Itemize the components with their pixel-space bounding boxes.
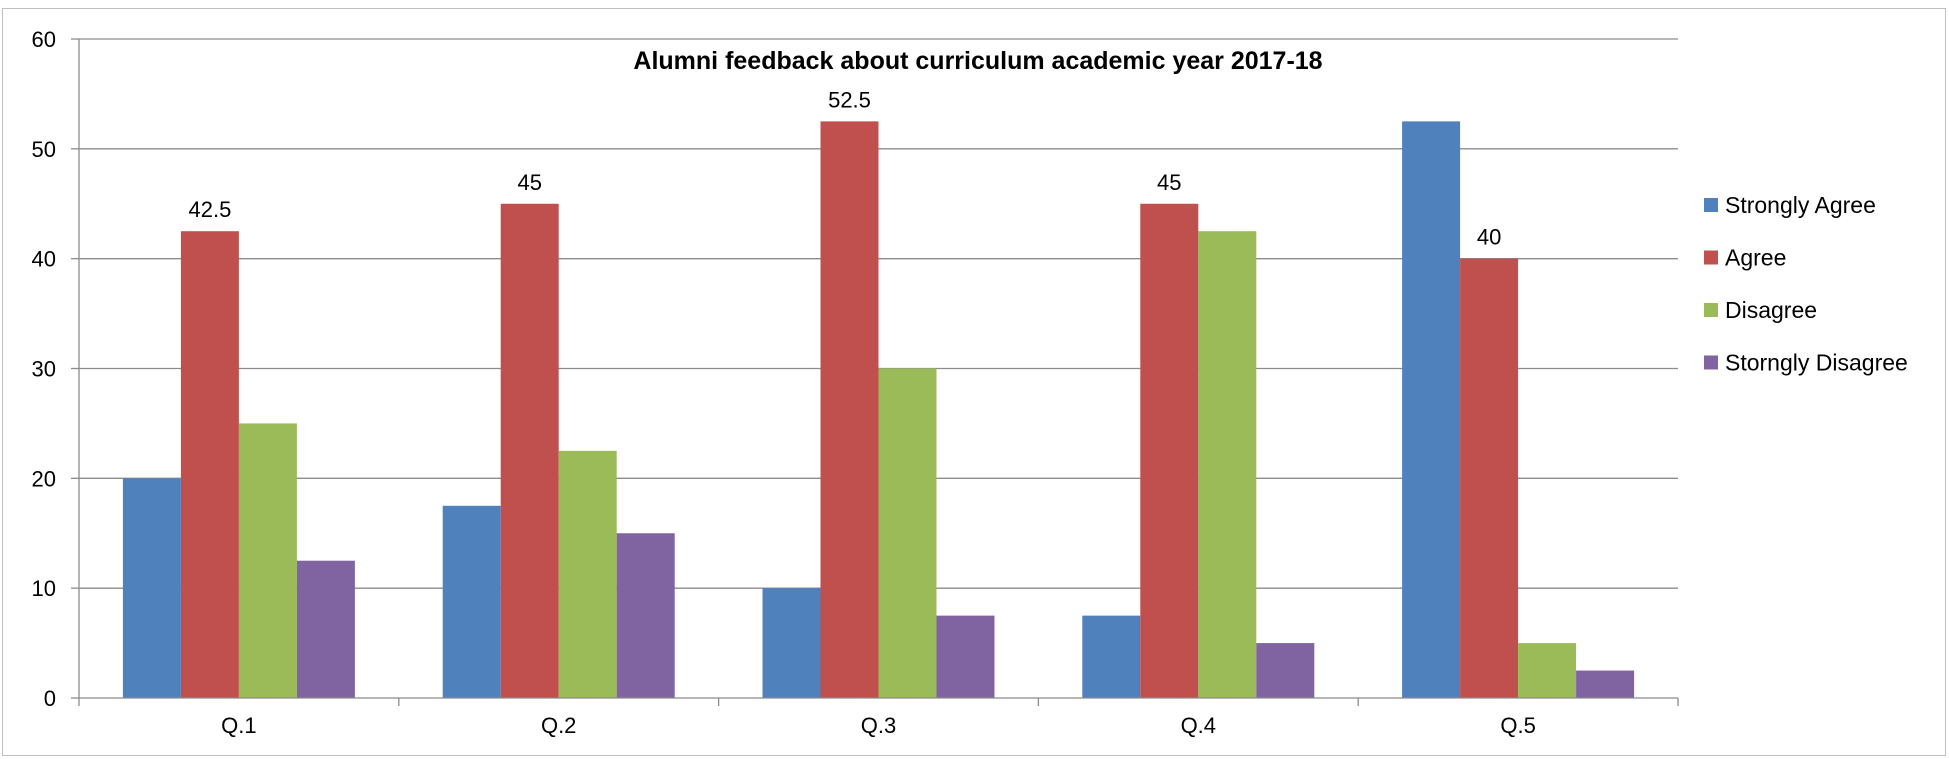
bar-agree-q1	[180, 231, 239, 699]
y-tick-label: 0	[44, 686, 56, 711]
y-tick-label: 30	[32, 357, 56, 382]
data-labels: 42.5 45 52.5 45 40	[188, 87, 1501, 249]
legend-label: Storngly Disagree	[1725, 350, 1908, 376]
bar-storngly-disagree-q1	[296, 560, 355, 698]
bar-disagree-q3	[878, 368, 937, 698]
bar-disagree-q2	[558, 450, 617, 698]
data-label: 40	[1477, 225, 1501, 250]
y-tick-label: 40	[32, 247, 56, 272]
x-tick-label: Q.3	[861, 713, 896, 738]
bar-strongly-agree-q4	[1082, 615, 1141, 698]
x-tick-label: Q.4	[1181, 713, 1216, 738]
data-label: 52.5	[828, 87, 871, 112]
data-label: 45	[1157, 170, 1181, 195]
legend-swatch	[1704, 250, 1718, 265]
bar-strongly-agree-q3	[762, 588, 821, 698]
bar-agree-q3	[820, 121, 879, 698]
x-tick-label: Q.2	[541, 713, 576, 738]
chart-title: Alumni feedback about curriculum academi…	[633, 47, 1322, 75]
bar-agree-q5	[1460, 258, 1519, 698]
legend: Strongly Agree Agree Disagree Storngly Disa…	[1704, 192, 1908, 376]
bar-strongly-agree-q5	[1402, 121, 1461, 698]
bar-strongly-agree-q1	[122, 478, 181, 698]
axes: 0 10 20 30 40 50 60 Q.1 Q.2 Q.3 Q.4 Q.5	[32, 27, 1679, 738]
y-tick-label: 10	[32, 576, 56, 601]
bar-disagree-q5	[1518, 643, 1577, 698]
legend-label: Agree	[1725, 245, 1786, 271]
bar-strongly-agree-q2	[442, 505, 501, 698]
bar-agree-q4	[1140, 203, 1199, 698]
data-label: 42.5	[188, 197, 231, 222]
bar-storngly-disagree-q3	[936, 615, 995, 698]
bar-storngly-disagree-q4	[1256, 643, 1315, 698]
x-tick-label: Q.1	[221, 713, 256, 738]
legend-label: Disagree	[1725, 297, 1817, 323]
legend-label: Strongly Agree	[1725, 192, 1876, 218]
bar-storngly-disagree-q2	[616, 533, 675, 698]
y-tick-label: 20	[32, 466, 56, 491]
y-tick-label: 60	[32, 27, 56, 52]
y-tick-label: 50	[32, 137, 56, 162]
data-label: 45	[517, 170, 541, 195]
legend-swatch	[1704, 303, 1718, 317]
bar-agree-q2	[500, 203, 559, 698]
legend-swatch	[1704, 198, 1718, 212]
x-tick-label: Q.5	[1500, 713, 1535, 738]
bars	[122, 121, 1635, 699]
bar-disagree-q1	[238, 423, 297, 698]
bar-storngly-disagree-q5	[1576, 670, 1635, 698]
bar-disagree-q4	[1198, 231, 1257, 699]
legend-swatch	[1704, 355, 1718, 370]
